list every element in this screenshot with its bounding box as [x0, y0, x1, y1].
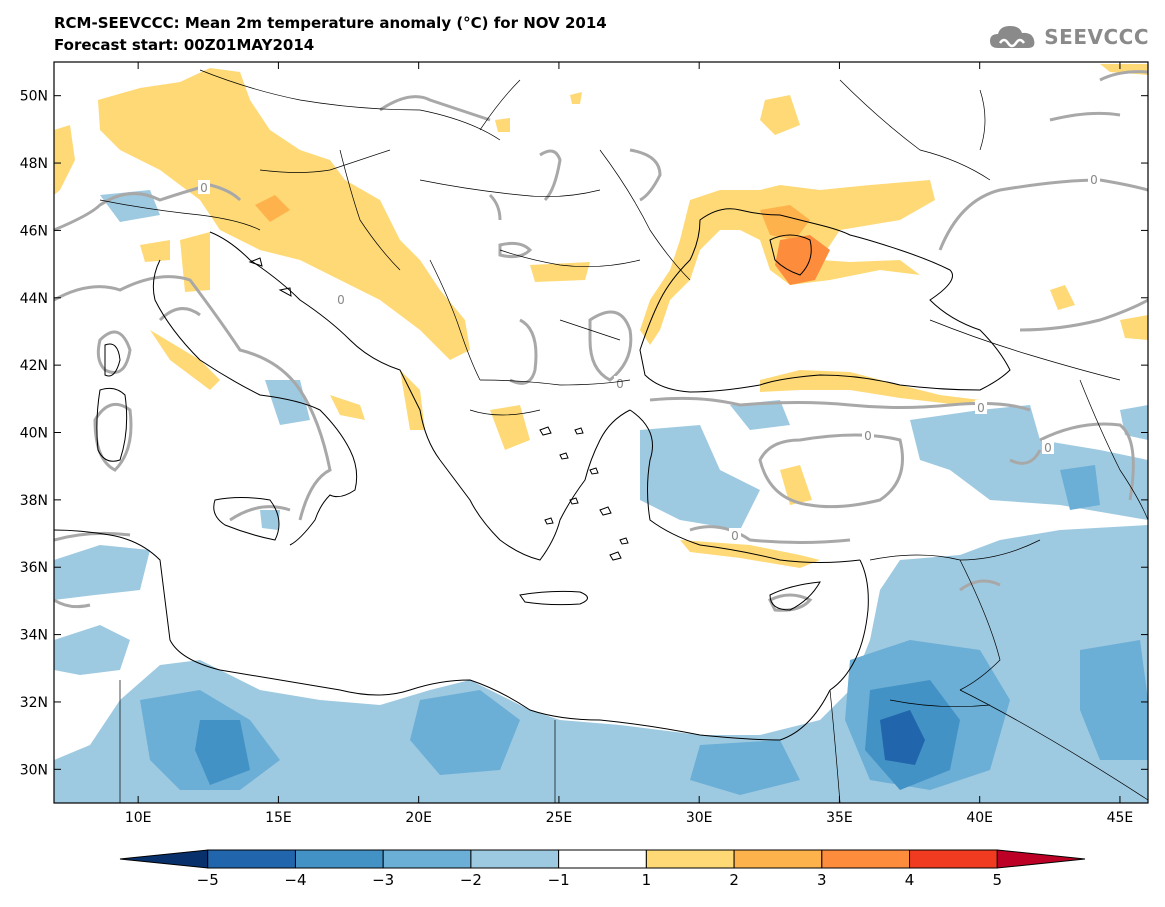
- lon-tick-label: 35E: [826, 810, 853, 826]
- country-borders: [99, 69, 1148, 803]
- contour-label: 0: [731, 529, 739, 543]
- lat-tick-label: 34N: [20, 628, 48, 644]
- colorbar-label: −4: [284, 871, 306, 889]
- colorbar-swatch: [821, 849, 911, 869]
- lat-tick-label: 30N: [20, 762, 48, 778]
- lon-tick-label: 30E: [686, 810, 713, 826]
- colorbar-swatch: [119, 849, 209, 869]
- colorbar-swatch: [382, 849, 472, 869]
- contour-label: 0: [1044, 441, 1052, 455]
- colorbar-label: 4: [905, 871, 915, 889]
- lat-tick-label: 36N: [20, 560, 48, 576]
- colorbar: −5 −4 −3 −2 −1 1 2 3 4 5: [119, 849, 1086, 889]
- lon-tick-label: 25E: [546, 810, 573, 826]
- lat-tick-label: 44N: [20, 291, 48, 307]
- negative-anomaly-fields: [54, 190, 1148, 803]
- colorbar-swatch: [645, 849, 735, 869]
- colorbar-swatch: [294, 849, 384, 869]
- colorbar-swatch: [733, 849, 823, 869]
- colorbar-label: 2: [729, 871, 739, 889]
- lat-tick-label: 48N: [20, 156, 48, 172]
- colorbar-label: 5: [992, 871, 1002, 889]
- colorbar-label: −5: [197, 871, 219, 889]
- contour-labels: 0 0 0 0 0 0 0 0: [198, 172, 1100, 543]
- lon-tick-label: 15E: [265, 810, 292, 826]
- map-panel: 0 0 0 0 0 0 0 0: [54, 62, 1148, 803]
- contour-label: 0: [200, 181, 208, 195]
- colorbar-label: −2: [460, 871, 482, 889]
- lat-tick-label: 38N: [20, 493, 48, 509]
- colorbar-label: 1: [642, 871, 652, 889]
- colorbar-label: −1: [548, 871, 570, 889]
- lat-tick-label: 42N: [20, 358, 48, 374]
- lat-tick-label: 40N: [20, 426, 48, 442]
- map-title: RCM-SEEVCCC: Mean 2m temperature anomaly…: [54, 14, 607, 32]
- colorbar-swatch: [470, 849, 560, 869]
- coastlines: [54, 208, 1011, 741]
- contour-label: 0: [1090, 173, 1098, 187]
- colorbar-swatch: [558, 849, 647, 869]
- lat-tick-label: 32N: [20, 695, 48, 711]
- lon-tick-label: 45E: [1107, 810, 1134, 826]
- lon-tick-label: 20E: [405, 810, 432, 826]
- contour-label: 0: [337, 293, 345, 307]
- colorbar-swatch: [996, 849, 1086, 869]
- forecast-start: Forecast start: 00Z01MAY2014: [54, 36, 315, 54]
- positive-anomaly-fields: [54, 64, 1148, 568]
- lat-tick-label: 46N: [20, 223, 48, 239]
- latitude-axis: 50N 48N 46N 44N 42N 40N 38N 36N 34N 32N 30N: [20, 89, 1148, 778]
- colorbar-swatch: [909, 849, 998, 869]
- colorbar-label: 3: [817, 871, 827, 889]
- seevccc-logo: SEEVCCC: [988, 22, 1149, 52]
- logo-text: SEEVCCC: [1044, 25, 1149, 49]
- lon-tick-label: 40E: [966, 810, 993, 826]
- contour-label: 0: [616, 377, 624, 391]
- contour-label: 0: [864, 429, 872, 443]
- longitude-axis: 10E 15E 20E 25E 30E 35E 40E 45E: [125, 62, 1133, 826]
- colorbar-swatch: [207, 849, 296, 869]
- colorbar-label: −3: [372, 871, 394, 889]
- lat-tick-label: 50N: [20, 89, 48, 105]
- cloud-icon: [990, 26, 1035, 48]
- contour-label: 0: [977, 401, 985, 415]
- lon-tick-label: 10E: [125, 810, 152, 826]
